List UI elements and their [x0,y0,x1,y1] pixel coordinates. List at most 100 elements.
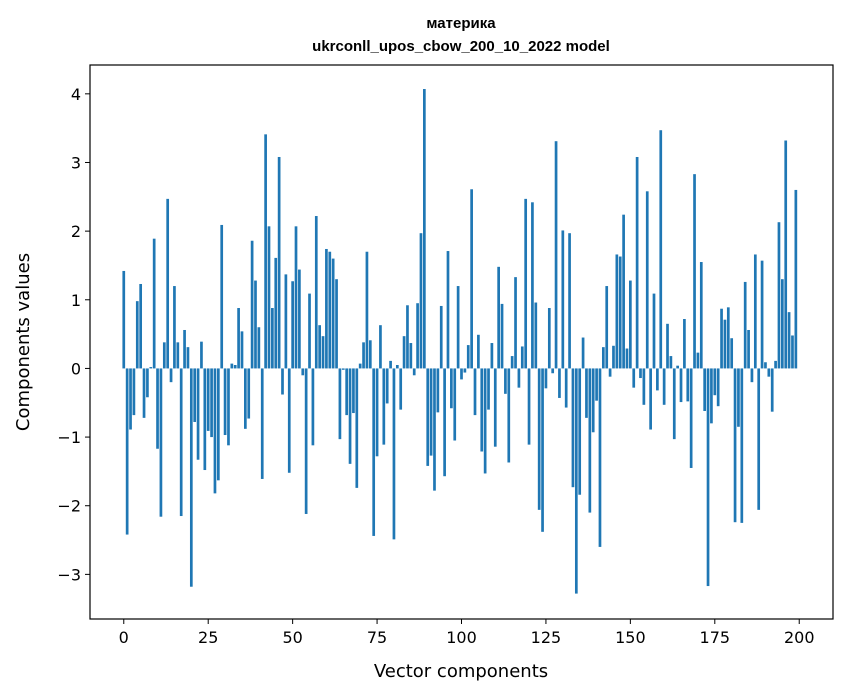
y-tick-label: −3 [57,565,81,584]
bar-80 [392,368,396,540]
bar-73 [368,340,372,369]
bar-162 [669,356,673,369]
bar-152 [635,156,639,369]
plot-frame [89,64,834,620]
bar-154 [642,368,646,405]
bar-110 [493,368,497,447]
bar-52 [298,269,301,369]
bar-197 [787,312,791,369]
bar-55 [308,293,311,369]
bar-66 [345,368,349,416]
bar-56 [311,368,315,446]
bar-11 [159,368,163,517]
bar-10 [156,368,159,449]
y-tick-label: 2 [71,222,81,241]
bar-126 [547,308,551,369]
y-tick-label: 1 [71,291,81,310]
bar-14 [169,368,173,383]
bar-191 [767,368,771,377]
bar-78 [385,368,389,404]
bar-196 [784,140,788,369]
bar-182 [737,368,740,427]
bar-31 [227,368,230,446]
bar-94 [439,305,443,369]
bar-4 [135,301,139,369]
bar-185 [747,329,750,369]
bar-43 [267,226,271,369]
x-tick-label: 150 [615,628,646,647]
bar-62 [331,258,335,369]
bar-153 [639,368,642,379]
bar-20 [189,368,193,587]
bar-84 [406,305,409,369]
bar-24 [203,368,207,471]
bar-89 [423,89,426,369]
bar-198 [791,335,794,369]
bar-159 [659,130,663,369]
bar-15 [173,286,176,369]
bar-178 [723,319,727,369]
bar-119 [524,198,528,369]
bar-8 [149,367,153,369]
bar-87 [416,303,419,369]
bar-132 [568,233,571,369]
bar-36 [244,368,247,429]
bar-41 [260,368,264,479]
bar-93 [436,368,440,413]
bar-33 [233,365,237,369]
bar-161 [666,323,669,369]
bar-101 [463,368,467,373]
bar-193 [774,360,777,369]
bar-54 [304,368,308,514]
bar-150 [629,280,632,369]
bar-106 [480,368,484,452]
bar-21 [193,368,197,422]
chart-title: материка [426,15,496,32]
bar-166 [683,319,686,369]
bar-91 [429,368,433,456]
bar-115 [510,356,514,369]
bar-137 [585,368,588,418]
bar-45 [274,257,278,369]
bar-81 [395,365,399,369]
bar-27 [213,368,217,494]
bar-169 [693,174,696,369]
bar-22 [196,368,200,460]
bar-164 [676,365,679,369]
bar-195 [780,279,784,369]
bar-180 [730,338,734,369]
bar-151 [632,368,636,388]
bar-64 [338,368,342,440]
bar-149 [625,348,629,369]
x-tick-label: 50 [282,628,302,647]
bar-120 [527,368,531,445]
bar-123 [537,368,541,510]
bar-190 [764,362,767,369]
bar-34 [237,308,240,369]
bar-109 [490,343,494,369]
bar-113 [504,368,507,394]
bar-75 [375,368,379,457]
bar-83 [402,336,406,369]
bar-130 [561,230,565,369]
bar-5 [139,283,143,369]
bar-163 [672,368,676,440]
bar-44 [271,308,274,369]
bar-16 [176,342,180,369]
bar-95 [443,368,446,477]
bar-181 [733,368,737,523]
bar-186 [750,368,754,383]
bar-57 [314,216,318,369]
bar-74 [372,368,376,536]
bar-17 [179,368,183,517]
bar-65 [341,368,345,370]
bar-125 [544,368,548,389]
bar-79 [389,360,392,369]
bar-172 [703,368,707,411]
y-tick-label: −1 [57,428,81,447]
bar-146 [615,254,619,369]
bar-49 [287,368,291,473]
bar-71 [362,342,365,369]
bar-147 [618,256,622,369]
